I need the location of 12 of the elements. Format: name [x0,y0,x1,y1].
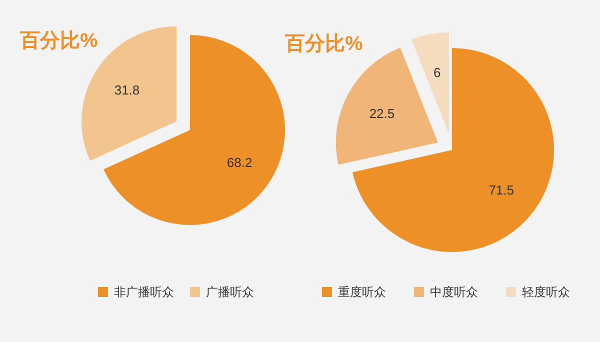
legend-label: 轻度听众 [522,285,570,299]
legend-label: 非广播听众 [114,285,174,299]
data-label: 71.5 [488,182,514,198]
data-label: 31.8 [114,82,140,98]
chart-title: 百分比% [19,30,98,52]
legend-label: 重度听众 [338,285,386,299]
data-label: 68.2 [226,154,252,170]
chart-title: 百分比% [284,33,363,55]
legend-label: 广播听众 [206,285,254,299]
legend-label: 中度听众 [430,285,478,299]
data-label: 6 [434,65,441,80]
data-label: 22.5 [369,106,395,121]
